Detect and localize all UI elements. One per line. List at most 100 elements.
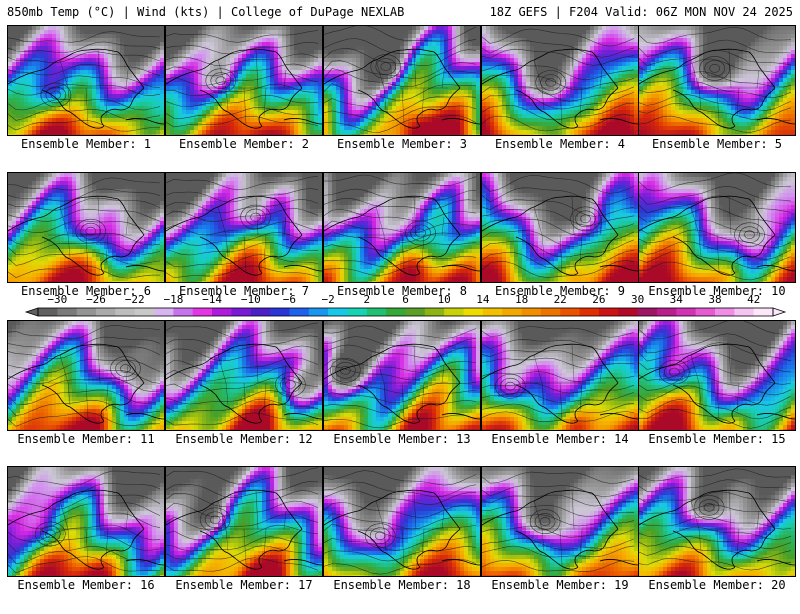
- temperature-map: [324, 467, 480, 576]
- colorbar-swatch: [270, 308, 290, 316]
- member-map: [323, 172, 481, 283]
- colorbar-tick-label: 6: [402, 294, 409, 306]
- member-map: [7, 172, 165, 283]
- member-map: [165, 466, 323, 577]
- member-panel[interactable]: Ensemble Member: 7: [165, 172, 323, 320]
- colorbar-tick-label: 14: [476, 294, 489, 306]
- member-panel[interactable]: Ensemble Member: 10: [638, 172, 796, 320]
- colorbar-swatch: [463, 308, 484, 316]
- member-map: [323, 466, 481, 577]
- colorbar-tick-labels: −30 −26 −22 −18 −14 −10 −6 −2 2 6 10 14 18 22 26 30 34 38…: [0, 294, 800, 307]
- member-panel[interactable]: Ensemble Member: 6: [7, 172, 165, 320]
- member-label: Ensemble Member: 13: [319, 431, 485, 447]
- temperature-map: [166, 173, 322, 282]
- member-label: Ensemble Member: 20: [634, 577, 800, 593]
- colorbar-swatch: [560, 308, 580, 316]
- member-panel[interactable]: Ensemble Member: 15: [638, 320, 796, 468]
- temperature-map: [166, 26, 322, 135]
- member-label: Ensemble Member: 3: [319, 136, 485, 152]
- member-map: [7, 25, 165, 136]
- colorbar-swatch: [676, 308, 697, 316]
- member-label: Ensemble Member: 1: [3, 136, 169, 152]
- member-map: [7, 466, 165, 577]
- member-panel[interactable]: Ensemble Member: 19: [481, 466, 639, 614]
- member-label: Ensemble Member: 15: [634, 431, 800, 447]
- member-panel[interactable]: Ensemble Member: 20: [638, 466, 796, 614]
- panel-row-3: Ensemble Member: 11 Ensemble Member: 12 …: [0, 320, 800, 468]
- colorbar-tick-label: 34: [670, 294, 683, 306]
- member-panel[interactable]: Ensemble Member: 9: [481, 172, 639, 320]
- colorbar-swatch: [38, 308, 58, 316]
- colorbar-swatch: [347, 308, 368, 316]
- member-label: Ensemble Member: 12: [161, 431, 327, 447]
- member-panel[interactable]: Ensemble Member: 14: [481, 320, 639, 468]
- member-map: [481, 320, 639, 431]
- colorbar-tick-label: −2: [321, 294, 334, 306]
- member-panel[interactable]: Ensemble Member: 5: [638, 25, 796, 173]
- colorbar-swatch: [579, 308, 600, 316]
- temperature-map: [8, 467, 164, 576]
- colorbar-swatch: [328, 308, 348, 316]
- colorbar-tick-label: −14: [202, 294, 222, 306]
- temperature-map: [639, 321, 795, 430]
- member-panel[interactable]: Ensemble Member: 4: [481, 25, 639, 173]
- colorbar-scale: [24, 307, 787, 317]
- colorbar-max-arrow: [772, 307, 787, 317]
- member-label: Ensemble Member: 8: [319, 283, 485, 299]
- member-label: Ensemble Member: 7: [161, 283, 327, 299]
- colorbar-swatch: [714, 308, 735, 316]
- member-panel[interactable]: Ensemble Member: 3: [323, 25, 481, 173]
- member-map: [638, 25, 796, 136]
- temperature-map: [8, 173, 164, 282]
- member-map: [638, 466, 796, 577]
- colorbar-swatch: [482, 308, 503, 316]
- member-label: Ensemble Member: 5: [634, 136, 800, 152]
- member-panel[interactable]: Ensemble Member: 13: [323, 320, 481, 468]
- temperature-map: [639, 26, 795, 135]
- colorbar-swatch: [656, 308, 677, 316]
- member-map: [481, 25, 639, 136]
- temperature-map: [639, 173, 795, 282]
- colorbar-swatch: [57, 308, 78, 316]
- colorbar-swatch: [231, 308, 252, 316]
- colorbar-swatch: [115, 308, 136, 316]
- panel-row-2: Ensemble Member: 6 Ensemble Member: 7 En…: [0, 172, 800, 320]
- header-valid-time: 18Z GEFS | F204 Valid: 06Z MON NOV 24 20…: [490, 0, 793, 24]
- colorbar-frame: [37, 307, 774, 317]
- member-panel[interactable]: Ensemble Member: 12: [165, 320, 323, 468]
- temperature-map: [482, 321, 638, 430]
- member-panel[interactable]: Ensemble Member: 11: [7, 320, 165, 468]
- temperature-map: [324, 173, 480, 282]
- member-label: Ensemble Member: 9: [477, 283, 643, 299]
- colorbar-swatch: [386, 308, 406, 316]
- colorbar-tick-label: −18: [163, 294, 183, 306]
- member-panel[interactable]: Ensemble Member: 1: [7, 25, 165, 173]
- colorbar-swatch: [76, 308, 97, 316]
- member-label: Ensemble Member: 19: [477, 577, 643, 593]
- colorbar-tick-label: 22: [554, 294, 567, 306]
- temperature-map: [8, 26, 164, 135]
- member-panel[interactable]: Ensemble Member: 8: [323, 172, 481, 320]
- panel-row-4: Ensemble Member: 16 Ensemble Member: 17 …: [0, 466, 800, 614]
- member-map: [638, 320, 796, 431]
- member-panel[interactable]: Ensemble Member: 2: [165, 25, 323, 173]
- member-panel[interactable]: Ensemble Member: 18: [323, 466, 481, 614]
- colorbar-swatch: [424, 308, 445, 316]
- member-panel[interactable]: Ensemble Member: 16: [7, 466, 165, 614]
- colorbar-min-arrow: [24, 307, 39, 317]
- temperature-map: [639, 467, 795, 576]
- temperature-map: [166, 321, 322, 430]
- colorbar-swatch: [753, 308, 774, 316]
- temperature-colorbar: −30 −26 −22 −18 −14 −10 −6 −2 2 6 10 14 18 22 26 30 34 38…: [0, 294, 800, 319]
- member-map: [165, 320, 323, 431]
- colorbar-swatch: [212, 308, 232, 316]
- member-panel[interactable]: Ensemble Member: 17: [165, 466, 323, 614]
- colorbar-swatch: [637, 308, 658, 316]
- colorbar-tick-label: 18: [515, 294, 528, 306]
- colorbar-swatch: [366, 308, 387, 316]
- colorbar-tick-label: 42: [747, 294, 760, 306]
- colorbar-tick-label: 2: [363, 294, 370, 306]
- colorbar-swatch: [134, 308, 155, 316]
- member-map: [323, 25, 481, 136]
- temperature-map: [8, 321, 164, 430]
